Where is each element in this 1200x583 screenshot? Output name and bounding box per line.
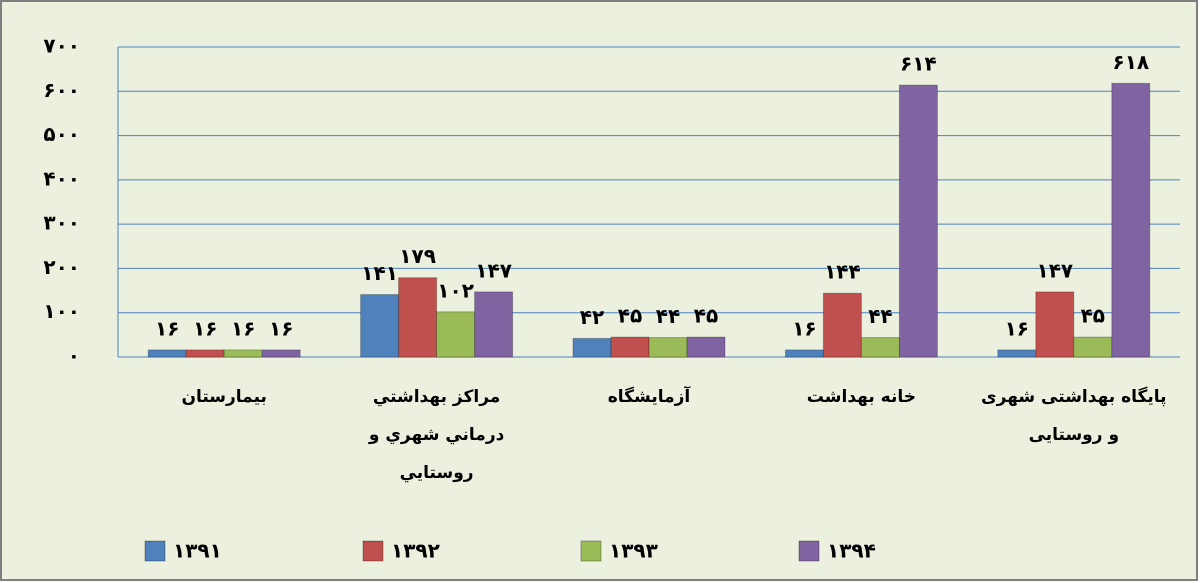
bar	[261, 349, 301, 358]
legend-swatch	[798, 540, 820, 562]
data-label: ۱۶	[193, 316, 217, 340]
y-tick-label: ۷۰۰	[43, 34, 80, 58]
bar	[1111, 82, 1151, 358]
bar	[822, 292, 862, 358]
y-tick-label: ۱۰۰	[43, 299, 80, 323]
y-tick-label: ۴۰۰	[43, 166, 80, 190]
bar	[610, 336, 650, 358]
data-label: ۴۵	[1081, 304, 1105, 328]
bar	[398, 277, 438, 358]
x-tick-label: خانه بهداشت	[806, 387, 916, 407]
bar	[784, 349, 824, 358]
x-tick-label: بیمارستان	[181, 387, 267, 407]
x-tick-label: مراکز بهداشتي درماني شهري و روستايي	[368, 387, 505, 483]
legend-swatch	[362, 540, 384, 562]
data-label: ۱۶	[269, 316, 293, 340]
data-label: ۴۲	[580, 305, 604, 329]
bar	[360, 294, 400, 358]
y-tick-label: ۵۰۰	[43, 122, 80, 146]
data-label: ۱۴۱	[361, 261, 398, 285]
data-label: ۶۱۴	[900, 52, 937, 76]
bar	[686, 336, 726, 358]
data-label: ۶۱۸	[1112, 50, 1149, 74]
bar	[1073, 336, 1113, 358]
legend-label: ۱۳۹۳	[609, 539, 658, 563]
data-label: ۱۴۴	[824, 260, 861, 284]
y-tick-label: ۶۰۰	[43, 78, 80, 102]
bar	[572, 337, 612, 358]
data-label: ۱۷۹	[399, 244, 436, 268]
data-label: ۱۶	[155, 316, 179, 340]
legend-swatch	[144, 540, 166, 562]
bar	[1035, 291, 1075, 358]
x-tick-label: پایگاه بهداشتی شهری و روستایی	[981, 387, 1167, 445]
y-tick-label: ۰	[68, 344, 80, 368]
data-label: ۱۰۲	[437, 278, 474, 302]
data-label: ۴۴	[868, 304, 892, 328]
data-label: ۴۵	[694, 304, 718, 328]
bar	[898, 84, 938, 358]
y-tick-label: ۳۰۰	[43, 211, 80, 235]
x-tick-label: آزمایشگاه	[607, 387, 691, 407]
bar	[474, 291, 514, 358]
bar	[436, 311, 476, 358]
data-label: ۱۴۷	[1036, 258, 1073, 282]
bar	[147, 349, 187, 358]
y-tick-label: ۲۰۰	[43, 255, 80, 279]
bar	[997, 349, 1037, 358]
data-label: ۱۶	[1005, 316, 1029, 340]
data-label: ۱۴۷	[475, 258, 512, 282]
bar	[860, 337, 900, 358]
data-label: ۴۵	[618, 304, 642, 328]
legend-swatch	[580, 540, 602, 562]
data-label: ۱۶	[792, 316, 816, 340]
bar	[223, 349, 263, 358]
data-label: ۱۶	[231, 316, 255, 340]
legend-label: ۱۳۹۲	[391, 539, 440, 563]
data-label: ۴۴	[656, 304, 680, 328]
bar	[648, 337, 688, 358]
legend-label: ۱۳۹۴	[827, 539, 876, 563]
legend-label: ۱۳۹۱	[173, 539, 222, 563]
bar	[185, 349, 225, 358]
